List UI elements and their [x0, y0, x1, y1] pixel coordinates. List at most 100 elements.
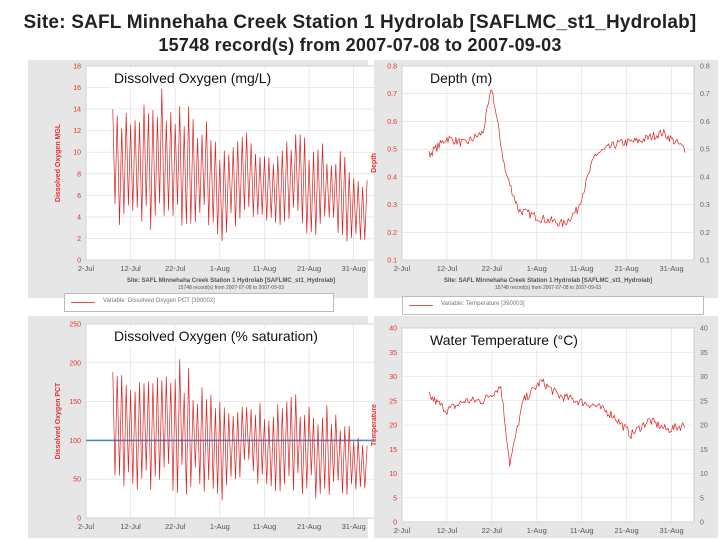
chart-title: Dissolved Oxygen (mg/L): [114, 70, 271, 86]
y-tick-label: 16: [73, 85, 81, 92]
do-pct-chart: 0050501001001501502002002502502-Jul12-Ju…: [28, 316, 394, 538]
x-tick-label: 2-Jul: [394, 526, 411, 535]
y-tick-label: 0.8: [387, 64, 397, 71]
depth-chart: 0.1 0.1 0.2 0.2 0.3 0.3 0.4 0.4 0.5 0.5 0.6 0.6 0.7 0…: [371, 60, 718, 298]
chart-title: Dissolved Oxygen (% saturation): [114, 328, 318, 344]
y-axis-label: Temperature: [371, 404, 378, 446]
y-tick-label: 20: [389, 423, 397, 430]
y-tick-label: 0: [393, 520, 397, 527]
x-tick-label: 11-Aug: [570, 264, 594, 273]
y-tick-label: 0.4: [387, 174, 397, 181]
chart-title-bg: [110, 69, 272, 88]
x-tick-label: 11-Aug: [253, 522, 277, 531]
y-tick-label: 250: [69, 322, 81, 329]
y-axis-label: Dissolved Oxygen PCT: [55, 382, 62, 459]
chart-title-bg: [426, 331, 582, 350]
x-tick-label: 1-Aug: [527, 264, 547, 273]
x-tick-label: 21-Aug: [297, 522, 321, 531]
series-line: [112, 88, 368, 242]
y2-tick-label: 0.3: [700, 202, 710, 209]
y-tick-label: 30: [389, 374, 397, 381]
y-tick-label: 18: [73, 64, 81, 71]
legend-text: Variable: Temperature [390003]: [441, 301, 525, 307]
chart-subcaption: Site: SAFL Minnehaha Creek Station 1 Hyd…: [444, 278, 652, 284]
chart-subcaption: 15748 record(s) from 2007-07-08 to 2007-…: [495, 285, 601, 291]
temp-chart: 0 0 5 5 10 10 15 15 20 20 25 25 30 30 35 35 40 40 2-Jul 12-…: [371, 316, 718, 538]
y-tick-label: 8: [77, 171, 81, 178]
chart-panel-do-pct: 0050501001001501502002002502502-Jul12-Ju…: [28, 316, 394, 538]
x-tick-label: 31-Aug: [342, 264, 366, 273]
x-tick-label: 22-Jul: [165, 264, 186, 273]
y-tick-label: 0.6: [387, 119, 397, 126]
y2-tick-label: 30: [700, 374, 708, 381]
x-tick-label: 2-Jul: [394, 264, 411, 273]
x-tick-label: 21-Aug: [615, 264, 639, 273]
x-tick-label: 12-Jul: [437, 264, 458, 273]
chart-subcaption: 15748 record(s) from 2007-07-08 to 2007-…: [178, 285, 284, 291]
y2-tick-label: 20: [700, 423, 708, 430]
y2-tick-label: 10: [700, 471, 708, 478]
chart-title-bg: [426, 69, 496, 88]
y2-tick-label: 0.4: [700, 174, 710, 181]
y-tick-label: 200: [69, 360, 81, 367]
legend-swatch: [71, 302, 95, 303]
y2-tick-label: 35: [700, 350, 708, 357]
y-axis-label: Depth: [371, 153, 378, 173]
y-tick-label: 0.2: [387, 230, 397, 237]
series-line: [428, 378, 686, 467]
y-tick-label: 0.5: [387, 147, 397, 154]
x-tick-label: 31-Aug: [659, 264, 683, 273]
y-tick-label: 100: [69, 438, 81, 445]
x-tick-label: 1-Aug: [527, 526, 547, 535]
y-tick-label: 25: [389, 398, 397, 405]
y-tick-label: 40: [389, 326, 397, 333]
chart-subcaption: Site: SAFL Minnehaha Creek Station 1 Hyd…: [127, 278, 335, 284]
chart-panel-depth: 0.1 0.1 0.2 0.2 0.3 0.3 0.4 0.4 0.5 0.5 0.6 0.6 0.7 0…: [371, 60, 718, 298]
x-tick-label: 11-Aug: [253, 264, 277, 273]
do-pct-legend: Variable: Dissolved Oxygen PCT [390002]: [64, 293, 334, 312]
y2-tick-label: 0.8: [700, 64, 710, 71]
x-tick-label: 12-Jul: [120, 264, 141, 273]
y-tick-label: 150: [69, 399, 81, 406]
y2-tick-label: 15: [700, 447, 708, 454]
x-tick-label: 21-Aug: [615, 526, 639, 535]
page-title: Site: SAFL Minnehaha Creek Station 1 Hyd…: [23, 12, 697, 33]
y-tick-label: 4: [77, 214, 81, 221]
x-tick-label: 2-Jul: [78, 522, 95, 531]
y-tick-label: 12: [73, 128, 81, 135]
x-tick-label: 2-Jul: [78, 264, 95, 273]
do-mgl-chart: 0022446688101012121414161618182-Jul12-Ju…: [28, 60, 390, 298]
series-line: [112, 359, 368, 501]
page-subtitle: 15748 record(s) from 2007-07-08 to 2007-…: [158, 35, 562, 55]
y2-tick-label: 25: [700, 398, 708, 405]
y2-tick-label: 0: [700, 520, 704, 527]
x-tick-label: 31-Aug: [659, 526, 683, 535]
y-axis-label: Dissolved Oxygen MGL: [55, 123, 62, 202]
y-tick-label: 6: [77, 193, 81, 200]
x-tick-label: 22-Jul: [165, 522, 186, 531]
chart-panel-temp: 0 0 5 5 10 10 15 15 20 20 25 25 30 30 35 35 40 40 2-Jul 12-…: [371, 316, 718, 538]
x-tick-label: 12-Jul: [120, 522, 141, 531]
y-tick-label: 50: [73, 477, 81, 484]
y-tick-label: 15: [389, 447, 397, 454]
y-tick-label: 0.3: [387, 202, 397, 209]
temp-legend: Variable: Temperature [390003]: [402, 296, 704, 315]
y-tick-label: 10: [73, 150, 81, 157]
plot-area: [401, 65, 695, 261]
y-tick-label: 2: [77, 236, 81, 243]
series-line: [428, 89, 686, 228]
y-tick-label: 5: [393, 495, 397, 502]
x-tick-label: 22-Jul: [482, 526, 503, 535]
legend-text: Variable: Dissolved Oxygen PCT [390002]: [103, 298, 215, 304]
y2-tick-label: 5: [700, 495, 704, 502]
chart-panel-do-mgl: 0022446688101012121414161618182-Jul12-Ju…: [28, 60, 390, 298]
y-tick-label: 0: [77, 258, 81, 265]
x-tick-label: 21-Aug: [297, 264, 321, 273]
x-tick-label: 22-Jul: [482, 264, 503, 273]
x-tick-label: 12-Jul: [437, 526, 458, 535]
x-tick-label: 31-Aug: [342, 522, 366, 531]
x-tick-label: 11-Aug: [570, 526, 594, 535]
chart-title: Depth (m): [430, 70, 492, 86]
y2-tick-label: 40: [700, 326, 708, 333]
y2-tick-label: 0.5: [700, 147, 710, 154]
